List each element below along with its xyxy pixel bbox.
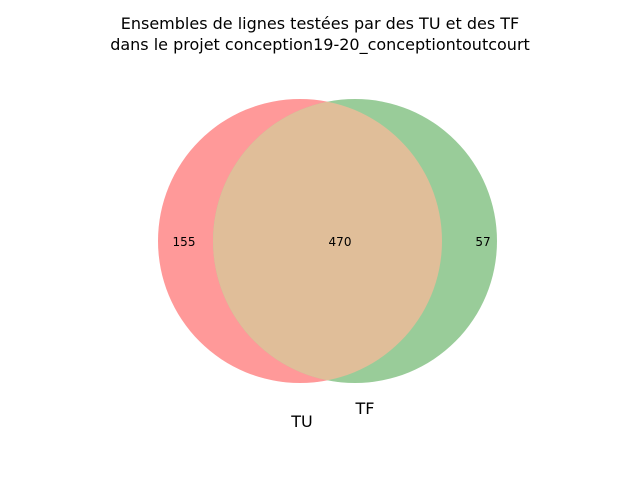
tf-only-count: 57 [475, 235, 490, 249]
set-tu-label: TU [290, 412, 312, 431]
chart-title-line-2: dans le projet conception19-20_conceptio… [110, 35, 530, 55]
tu-only-count: 155 [173, 235, 196, 249]
set-tf-label: TF [355, 399, 375, 418]
chart-title-line-1: Ensembles de lignes testées par des TU e… [121, 14, 519, 33]
intersection-count: 470 [329, 235, 352, 249]
